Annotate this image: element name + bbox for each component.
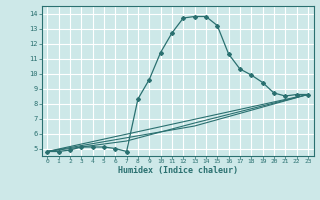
X-axis label: Humidex (Indice chaleur): Humidex (Indice chaleur): [118, 166, 237, 175]
